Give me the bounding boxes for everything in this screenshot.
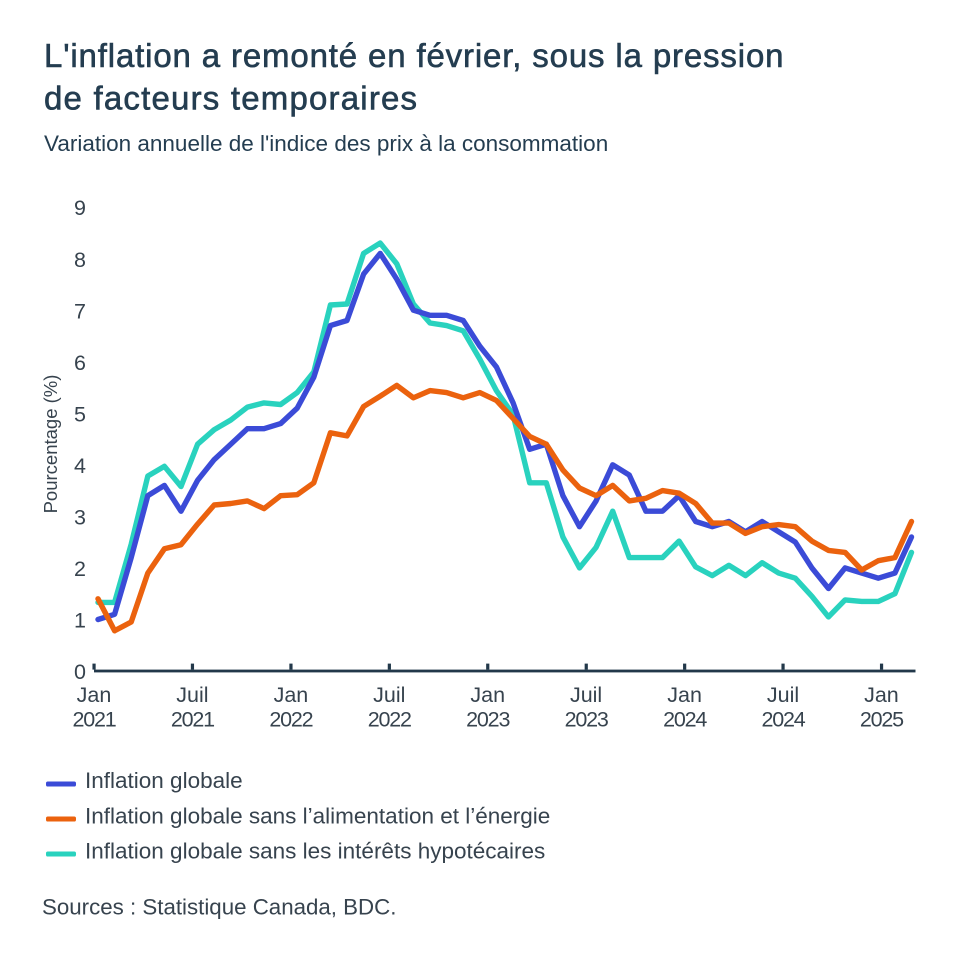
svg-text:1: 1: [74, 609, 86, 633]
svg-text:L'inflation a remonté en févri: L'inflation a remonté en février, sous l…: [44, 37, 784, 74]
svg-text:9: 9: [74, 196, 86, 220]
svg-text:3: 3: [74, 506, 86, 530]
svg-text:Pourcentage (%): Pourcentage (%): [40, 375, 61, 514]
svg-text:Inflation globale: Inflation globale: [85, 768, 243, 793]
svg-text:4: 4: [74, 454, 86, 478]
svg-text:Inflation globale sans l’alime: Inflation globale sans l’alimentation et…: [85, 804, 550, 829]
svg-text:Inflation globale sans les int: Inflation globale sans les intérêts hypo…: [85, 839, 545, 864]
svg-text:Variation annuelle de l'indice: Variation annuelle de l'indice des prix …: [44, 131, 608, 156]
svg-text:0: 0: [74, 660, 86, 684]
svg-text:7: 7: [74, 299, 86, 323]
svg-text:de facteurs temporaires: de facteurs temporaires: [44, 80, 418, 117]
svg-text:6: 6: [74, 351, 86, 375]
svg-text:5: 5: [74, 402, 86, 426]
svg-text:Sources : Statistique Canada,: Sources : Statistique Canada, BDC.: [42, 895, 396, 920]
svg-text:8: 8: [74, 248, 86, 272]
svg-text:2: 2: [74, 557, 86, 581]
